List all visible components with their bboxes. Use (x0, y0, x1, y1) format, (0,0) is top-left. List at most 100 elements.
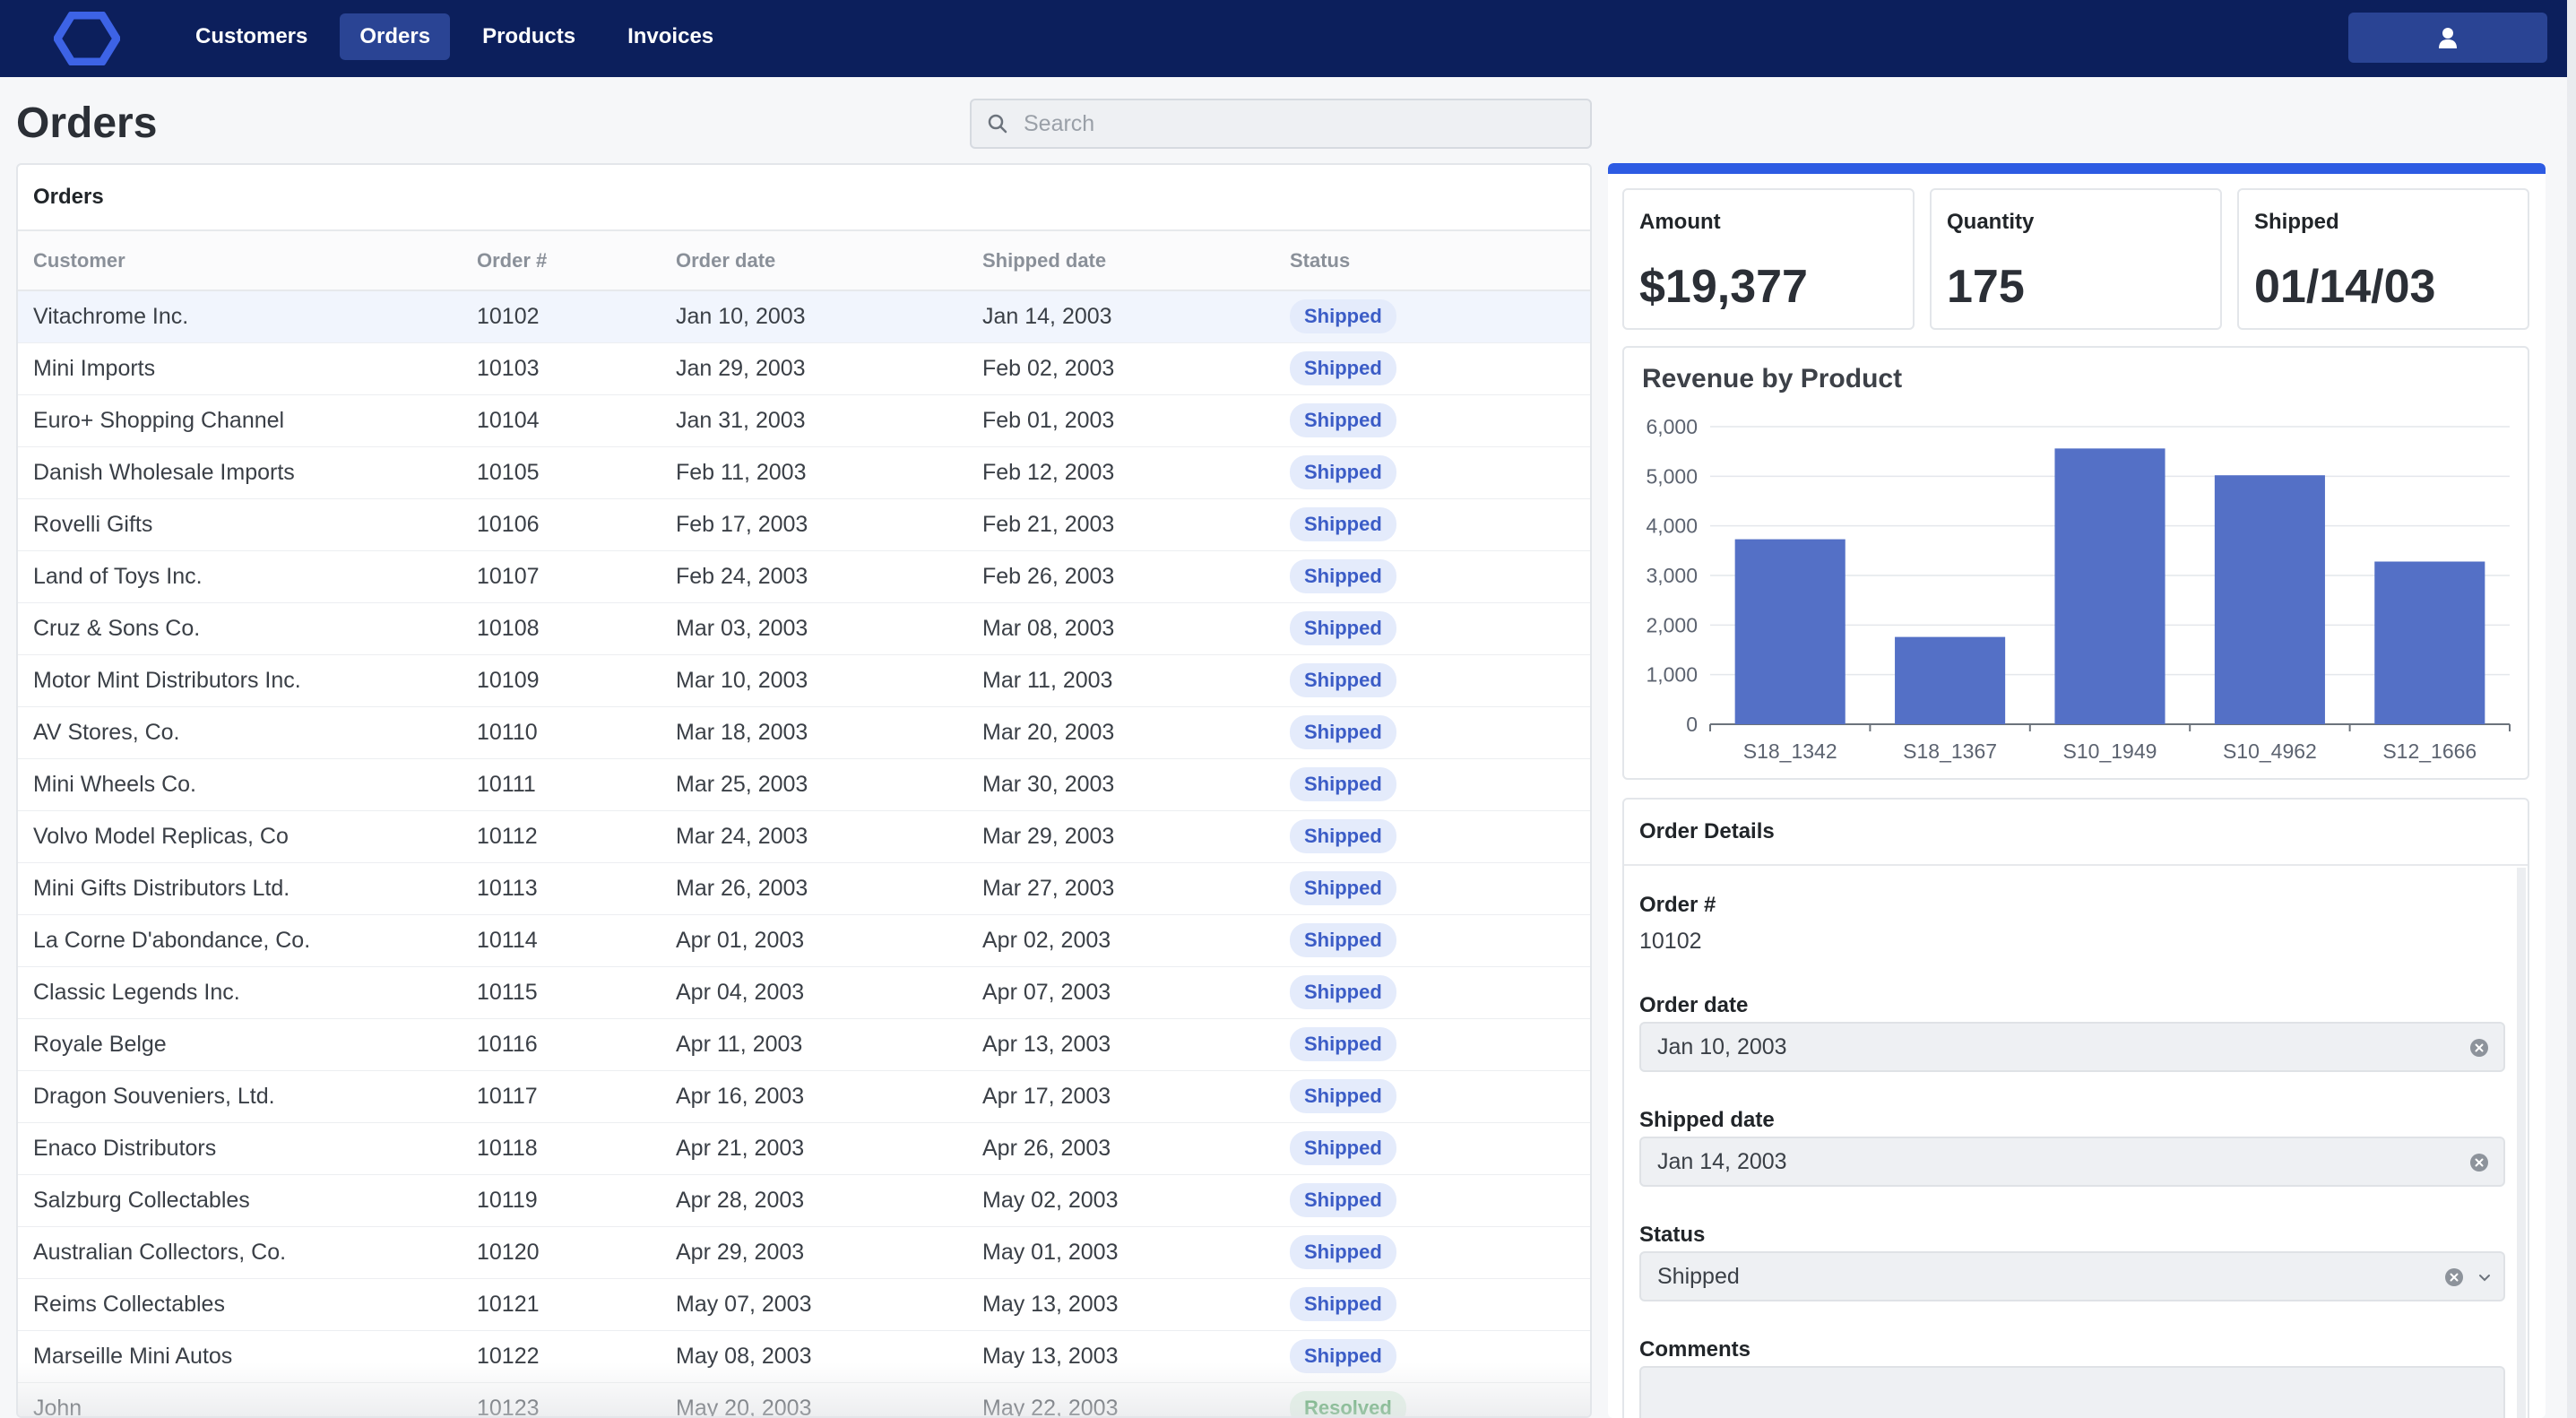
table-row[interactable]: John 10123 May 20, 2003 May 22, 2003 Resolve… (18, 1382, 1590, 1416)
x-tick-label: S18_1367 (1903, 739, 1997, 763)
customer-cell: Australian Collectors, Co. (18, 1226, 462, 1279)
order-number-label: Order # (1639, 893, 1716, 917)
status-cell: Shipped (1275, 1278, 1590, 1331)
status-badge: Shipped (1290, 663, 1396, 697)
status-cell: Shipped (1275, 342, 1590, 395)
order-date-label: Order date (1639, 993, 1749, 1017)
top-navbar: Customers Orders Products Invoices (0, 0, 2567, 77)
x-tick-label: S10_4962 (2223, 739, 2317, 763)
details-scrollbar[interactable] (2517, 868, 2526, 1418)
search-input[interactable] (1024, 110, 1561, 137)
table-row[interactable]: Volvo Model Replicas, Co 10112 Mar 24, 200… (18, 810, 1590, 863)
chart-bar (1734, 539, 1846, 724)
shipped-date-cell: Mar 08, 2003 (967, 602, 1275, 655)
order-number-cell: 10110 (462, 706, 661, 759)
orders-card-title: Orders (18, 165, 1590, 231)
order-number-cell: 10119 (462, 1174, 661, 1227)
table-row[interactable]: Vitachrome Inc. 10102 Jan 10, 2003 Jan 14, … (18, 290, 1590, 343)
y-tick-label: 3,000 (1646, 564, 1698, 587)
revenue-chart-card: 0 1,000 2,000 3,000 4,000 5,000 6,000 S18_1342 S… (1622, 346, 2529, 780)
status-badge: Shipped (1290, 1339, 1396, 1373)
customer-cell: Reims Collectables (18, 1278, 462, 1331)
status-badge: Shipped (1290, 975, 1396, 1009)
table-row[interactable]: La Corne D'abondance, Co. 10114 Apr 01, 20… (18, 914, 1590, 967)
table-row[interactable]: Marseille Mini Autos 10122 May 08, 2003 May… (18, 1330, 1590, 1383)
nav-item-invoices[interactable]: Invoices (627, 24, 714, 48)
hexagon-logo-icon[interactable] (54, 12, 120, 65)
chart-bar (2214, 475, 2325, 724)
order-date-cell: Jan 31, 2003 (661, 394, 967, 447)
table-row[interactable]: Danish Wholesale Imports 10105 Feb 11, 200… (18, 446, 1590, 499)
status-cell: Shipped (1275, 758, 1590, 811)
shipped-date-cell: Feb 02, 2003 (967, 342, 1275, 395)
status-badge: Shipped (1290, 299, 1396, 334)
order-date-cell: Apr 28, 2003 (661, 1174, 967, 1227)
nav-item-orders[interactable]: Orders (340, 13, 451, 60)
table-row[interactable]: Mini Wheels Co. 10111 Mar 25, 2003 Mar 30, … (18, 758, 1590, 811)
status-badge: Shipped (1290, 715, 1396, 749)
order-date-cell: Mar 03, 2003 (661, 602, 967, 655)
shipped-date-cell: Apr 07, 2003 (967, 966, 1275, 1019)
order-number-cell: 10120 (462, 1226, 661, 1279)
table-row[interactable]: Salzburg Collectables 10119 Apr 28, 2003 Ma… (18, 1174, 1590, 1227)
orders-table: Customer Order # Order date Shipped date… (18, 231, 1590, 1416)
table-row[interactable]: Classic Legends Inc. 10115 Apr 04, 2003 Apr… (18, 966, 1590, 1019)
column-header-customer[interactable]: Customer (18, 231, 462, 291)
order-date-cell: Apr 11, 2003 (661, 1018, 967, 1071)
shipped-date-cell: Mar 20, 2003 (967, 706, 1275, 759)
status-badge: Shipped (1290, 559, 1396, 593)
nav-item-customers[interactable]: Customers (195, 24, 308, 48)
shipped-value: 01/14/03 (2254, 261, 2436, 313)
clear-icon[interactable] (2444, 1267, 2464, 1287)
order-date-cell: Mar 25, 2003 (661, 758, 967, 811)
nav-item-products[interactable]: Products (482, 24, 576, 48)
table-row[interactable]: Dragon Souveniers, Ltd. 10117 Apr 16, 2003… (18, 1070, 1590, 1123)
page-scrollbar[interactable] (2567, 0, 2576, 1418)
comments-textarea[interactable] (1639, 1366, 2505, 1418)
table-row[interactable]: AV Stores, Co. 10110 Mar 18, 2003 Mar 20, 2… (18, 706, 1590, 759)
order-number-value: 10102 (1639, 929, 1702, 954)
table-row[interactable]: Rovelli Gifts 10106 Feb 17, 2003 Feb 21, 20… (18, 498, 1590, 551)
y-tick-label: 6,000 (1646, 415, 1698, 438)
x-tick-label: S12_1666 (2382, 739, 2477, 763)
order-date-field[interactable]: Jan 10, 2003 (1639, 1022, 2505, 1072)
column-header-order-number[interactable]: Order # (462, 231, 661, 291)
chevron-down-icon[interactable] (2477, 1271, 2493, 1285)
user-menu-button[interactable] (2348, 13, 2547, 63)
order-date-cell: Feb 11, 2003 (661, 446, 967, 499)
shipped-date-cell: Apr 26, 2003 (967, 1122, 1275, 1175)
table-row[interactable]: Cruz & Sons Co. 10108 Mar 03, 2003 Mar 08, … (18, 602, 1590, 655)
revenue-chart: 0 1,000 2,000 3,000 4,000 5,000 6,000 S18_1342 S… (1646, 415, 2511, 763)
table-row[interactable]: Land of Toys Inc. 10107 Feb 24, 2003 Feb 26… (18, 550, 1590, 603)
column-header-status[interactable]: Status (1275, 231, 1590, 291)
status-cell: Shipped (1275, 498, 1590, 551)
customer-cell: Motor Mint Distributors Inc. (18, 654, 462, 707)
column-header-shipped-date[interactable]: Shipped date (967, 231, 1275, 291)
order-date-cell: May 08, 2003 (661, 1330, 967, 1383)
customer-cell: Mini Gifts Distributors Ltd. (18, 862, 462, 915)
shipped-label: Shipped (2254, 210, 2339, 234)
order-number-cell: 10104 (462, 394, 661, 447)
shipped-date-field[interactable]: Jan 14, 2003 (1639, 1137, 2505, 1187)
table-row[interactable]: Euro+ Shopping Channel 10104 Jan 31, 2003 F… (18, 394, 1590, 447)
table-row[interactable]: Motor Mint Distributors Inc. 10109 Mar 10,… (18, 654, 1590, 707)
shipped-date-cell: May 02, 2003 (967, 1174, 1275, 1227)
status-badge: Shipped (1290, 403, 1396, 437)
table-row[interactable]: Reims Collectables 10121 May 07, 2003 May 1… (18, 1278, 1590, 1331)
clear-icon[interactable] (2469, 1038, 2489, 1058)
y-tick-label: 2,000 (1646, 613, 1698, 636)
search-box[interactable] (970, 99, 1592, 149)
order-date-cell: May 20, 2003 (661, 1382, 967, 1416)
clear-icon[interactable] (2469, 1153, 2489, 1172)
chart-bar (2054, 448, 2165, 724)
order-date-cell: Apr 21, 2003 (661, 1122, 967, 1175)
table-row[interactable]: Australian Collectors, Co. 10120 Apr 29, 2… (18, 1226, 1590, 1279)
shipped-date-cell: Feb 21, 2003 (967, 498, 1275, 551)
table-row[interactable]: Enaco Distributors 10118 Apr 21, 2003 Apr 2… (18, 1122, 1590, 1175)
table-row[interactable]: Mini Imports 10103 Jan 29, 2003 Feb 02, 200… (18, 342, 1590, 395)
status-select[interactable]: Shipped (1639, 1251, 2505, 1301)
y-tick-label: 1,000 (1646, 663, 1698, 687)
table-row[interactable]: Mini Gifts Distributors Ltd. 10113 Mar 26,… (18, 862, 1590, 915)
table-row[interactable]: Royale Belge 10116 Apr 11, 2003 Apr 13, 200… (18, 1018, 1590, 1071)
column-header-order-date[interactable]: Order date (661, 231, 967, 291)
